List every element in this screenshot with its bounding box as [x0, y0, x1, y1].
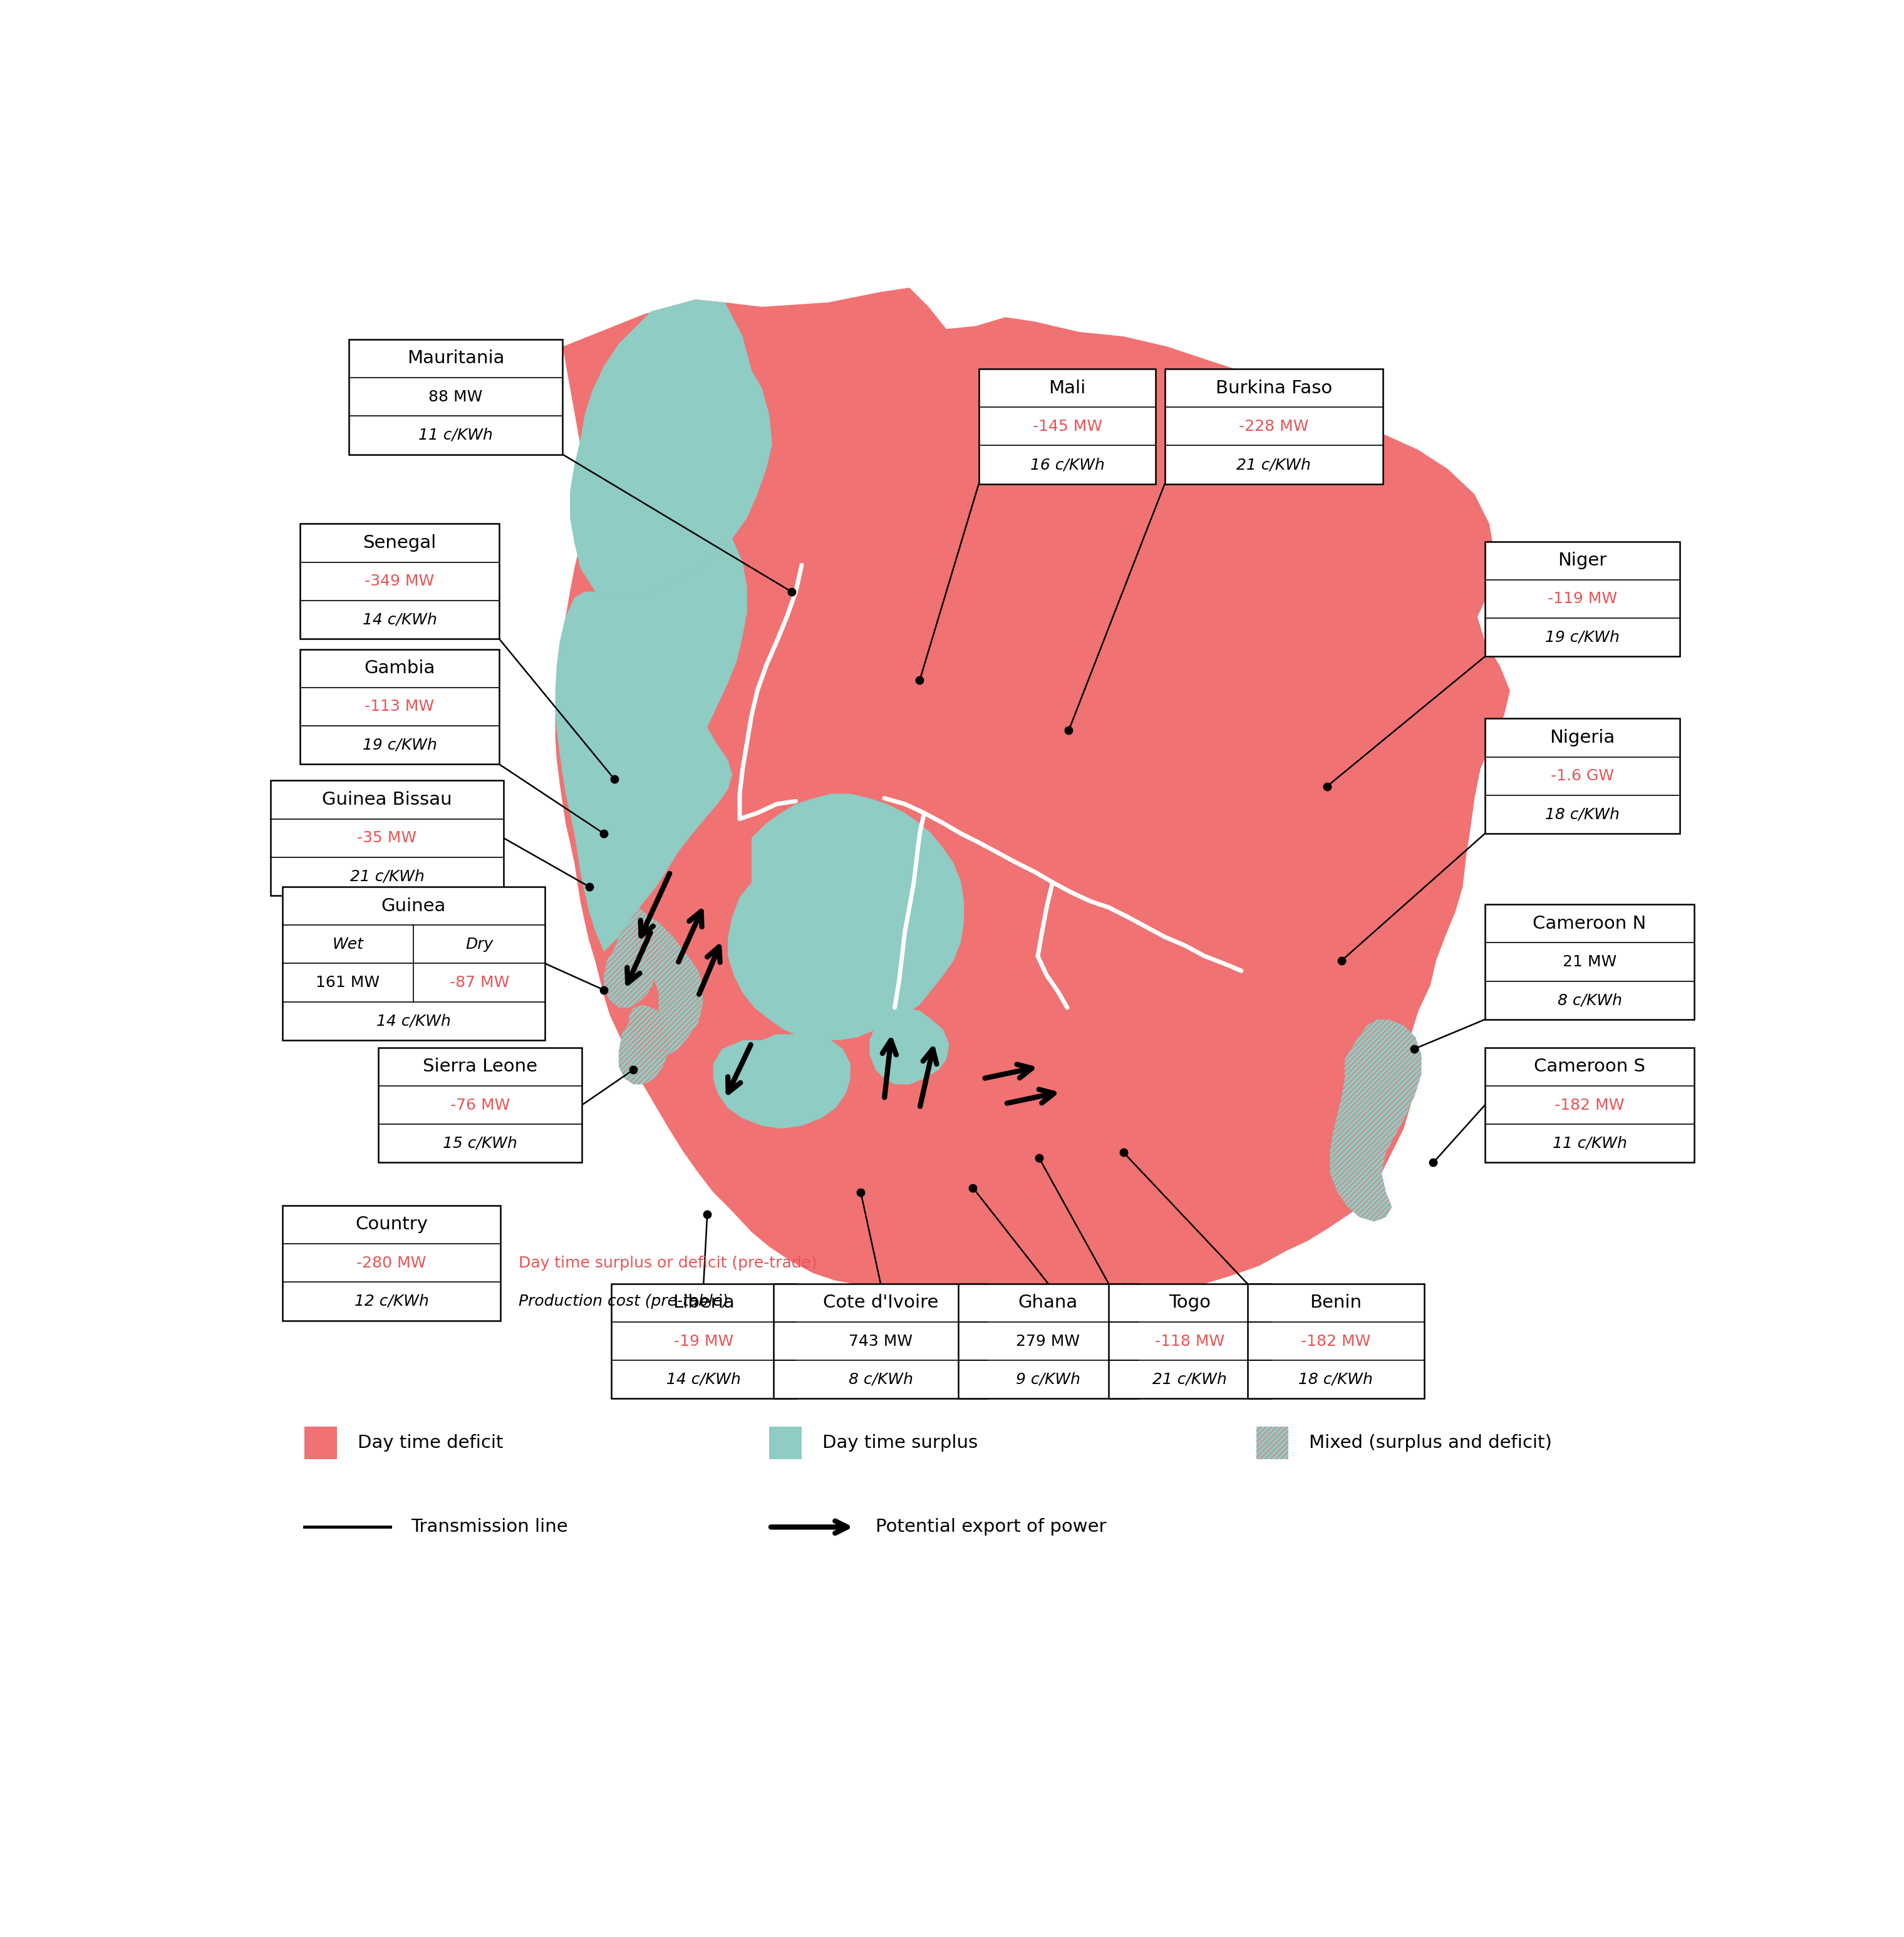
Text: -228 MW: -228 MW: [1240, 418, 1308, 434]
Text: 16 c/KWh: 16 c/KWh: [1030, 457, 1104, 473]
Text: Day time surplus: Day time surplus: [823, 1433, 979, 1451]
Text: 8 c/KWh: 8 c/KWh: [1557, 994, 1622, 1007]
Text: 21 c/KWh: 21 c/KWh: [1236, 457, 1312, 473]
Text: -182 MW: -182 MW: [1300, 1335, 1371, 1348]
Bar: [1257, 1428, 1289, 1459]
Text: 15 c/KWh: 15 c/KWh: [444, 1135, 518, 1151]
Text: -19 MW: -19 MW: [674, 1335, 733, 1348]
FancyBboxPatch shape: [1485, 1048, 1695, 1162]
Text: 9 c/KWh: 9 c/KWh: [1017, 1371, 1080, 1387]
Text: Dry: Dry: [465, 938, 493, 951]
Text: Guinea: Guinea: [381, 897, 446, 914]
Polygon shape: [628, 916, 703, 1060]
Text: Guinea Bissau: Guinea Bissau: [322, 790, 451, 808]
Text: 743 MW: 743 MW: [849, 1335, 912, 1348]
Text: 14 c/KWh: 14 c/KWh: [362, 612, 436, 628]
FancyBboxPatch shape: [348, 339, 564, 455]
Text: -119 MW: -119 MW: [1548, 591, 1616, 606]
Polygon shape: [556, 289, 1510, 1306]
Text: Mixed (surplus and deficit): Mixed (surplus and deficit): [1310, 1433, 1552, 1451]
Text: -76 MW: -76 MW: [449, 1098, 510, 1112]
Text: Transmission line: Transmission line: [411, 1519, 567, 1536]
Text: 18 c/KWh: 18 c/KWh: [1544, 808, 1620, 821]
FancyBboxPatch shape: [1247, 1284, 1424, 1399]
Text: 161 MW: 161 MW: [316, 974, 381, 990]
Polygon shape: [556, 538, 746, 951]
Text: Day time deficit: Day time deficit: [358, 1433, 503, 1451]
Text: Gambia: Gambia: [364, 661, 436, 678]
FancyBboxPatch shape: [379, 1048, 583, 1162]
Text: Potential export of power: Potential export of power: [876, 1519, 1106, 1536]
Text: Ghana: Ghana: [1019, 1294, 1078, 1311]
Text: Nigeria: Nigeria: [1550, 728, 1615, 746]
FancyBboxPatch shape: [1165, 368, 1382, 484]
Text: -349 MW: -349 MW: [366, 573, 434, 589]
Text: Mali: Mali: [1049, 380, 1085, 397]
Bar: [1257, 1428, 1289, 1459]
FancyBboxPatch shape: [979, 368, 1156, 484]
FancyBboxPatch shape: [1108, 1284, 1270, 1399]
Text: 14 c/KWh: 14 c/KWh: [377, 1013, 451, 1029]
Text: Wet: Wet: [333, 938, 364, 951]
Text: -87 MW: -87 MW: [449, 974, 508, 990]
FancyBboxPatch shape: [611, 1284, 796, 1399]
Text: Liberia: Liberia: [672, 1294, 735, 1311]
Text: -182 MW: -182 MW: [1556, 1098, 1624, 1112]
FancyBboxPatch shape: [1485, 542, 1679, 657]
Text: Cameroon N: Cameroon N: [1533, 914, 1647, 932]
Text: -113 MW: -113 MW: [366, 699, 434, 715]
Text: Production cost (pre-table): Production cost (pre-table): [518, 1294, 727, 1309]
Text: 14 c/KWh: 14 c/KWh: [666, 1371, 741, 1387]
Text: Cameroon S: Cameroon S: [1535, 1058, 1645, 1075]
Text: Day time surplus or deficit (pre-trade): Day time surplus or deficit (pre-trade): [518, 1255, 817, 1271]
FancyBboxPatch shape: [301, 649, 499, 765]
FancyBboxPatch shape: [282, 887, 545, 1040]
FancyBboxPatch shape: [1485, 905, 1695, 1019]
Text: 21 MW: 21 MW: [1563, 955, 1616, 970]
Polygon shape: [1329, 1019, 1422, 1222]
Text: Sierra Leone: Sierra Leone: [423, 1058, 537, 1075]
FancyBboxPatch shape: [958, 1284, 1139, 1399]
Text: Niger: Niger: [1557, 552, 1607, 569]
Polygon shape: [870, 1007, 950, 1085]
Text: Mauritania: Mauritania: [407, 351, 505, 368]
Polygon shape: [604, 907, 659, 1007]
Text: 21 c/KWh: 21 c/KWh: [350, 870, 425, 883]
Text: Country: Country: [356, 1216, 428, 1234]
Text: 19 c/KWh: 19 c/KWh: [1544, 630, 1620, 645]
Polygon shape: [569, 300, 773, 597]
Text: 8 c/KWh: 8 c/KWh: [849, 1371, 912, 1387]
Text: -118 MW: -118 MW: [1156, 1335, 1224, 1348]
Text: 279 MW: 279 MW: [1017, 1335, 1080, 1348]
Text: -145 MW: -145 MW: [1032, 418, 1102, 434]
Text: Burkina Faso: Burkina Faso: [1215, 380, 1333, 397]
Text: Senegal: Senegal: [364, 535, 436, 552]
Polygon shape: [619, 1007, 668, 1085]
Bar: [305, 1428, 337, 1459]
Text: Togo: Togo: [1169, 1294, 1211, 1311]
Text: 88 MW: 88 MW: [428, 389, 484, 405]
Text: Cote d'Ivoire: Cote d'Ivoire: [823, 1294, 939, 1311]
Text: -35 MW: -35 MW: [358, 831, 417, 846]
FancyBboxPatch shape: [773, 1284, 988, 1399]
FancyBboxPatch shape: [270, 781, 503, 895]
Text: 19 c/KWh: 19 c/KWh: [362, 738, 436, 753]
Text: 21 c/KWh: 21 c/KWh: [1152, 1371, 1226, 1387]
Text: 18 c/KWh: 18 c/KWh: [1299, 1371, 1373, 1387]
Text: -1.6 GW: -1.6 GW: [1550, 769, 1615, 784]
Text: 11 c/KWh: 11 c/KWh: [1552, 1135, 1626, 1151]
Polygon shape: [727, 794, 963, 1040]
Text: 12 c/KWh: 12 c/KWh: [354, 1294, 428, 1309]
FancyBboxPatch shape: [1485, 719, 1679, 833]
Bar: [769, 1428, 802, 1459]
Text: 11 c/KWh: 11 c/KWh: [419, 428, 493, 444]
Text: -280 MW: -280 MW: [356, 1255, 426, 1271]
Text: Benin: Benin: [1310, 1294, 1361, 1311]
Polygon shape: [714, 1034, 851, 1129]
FancyBboxPatch shape: [301, 523, 499, 639]
FancyBboxPatch shape: [282, 1205, 501, 1321]
